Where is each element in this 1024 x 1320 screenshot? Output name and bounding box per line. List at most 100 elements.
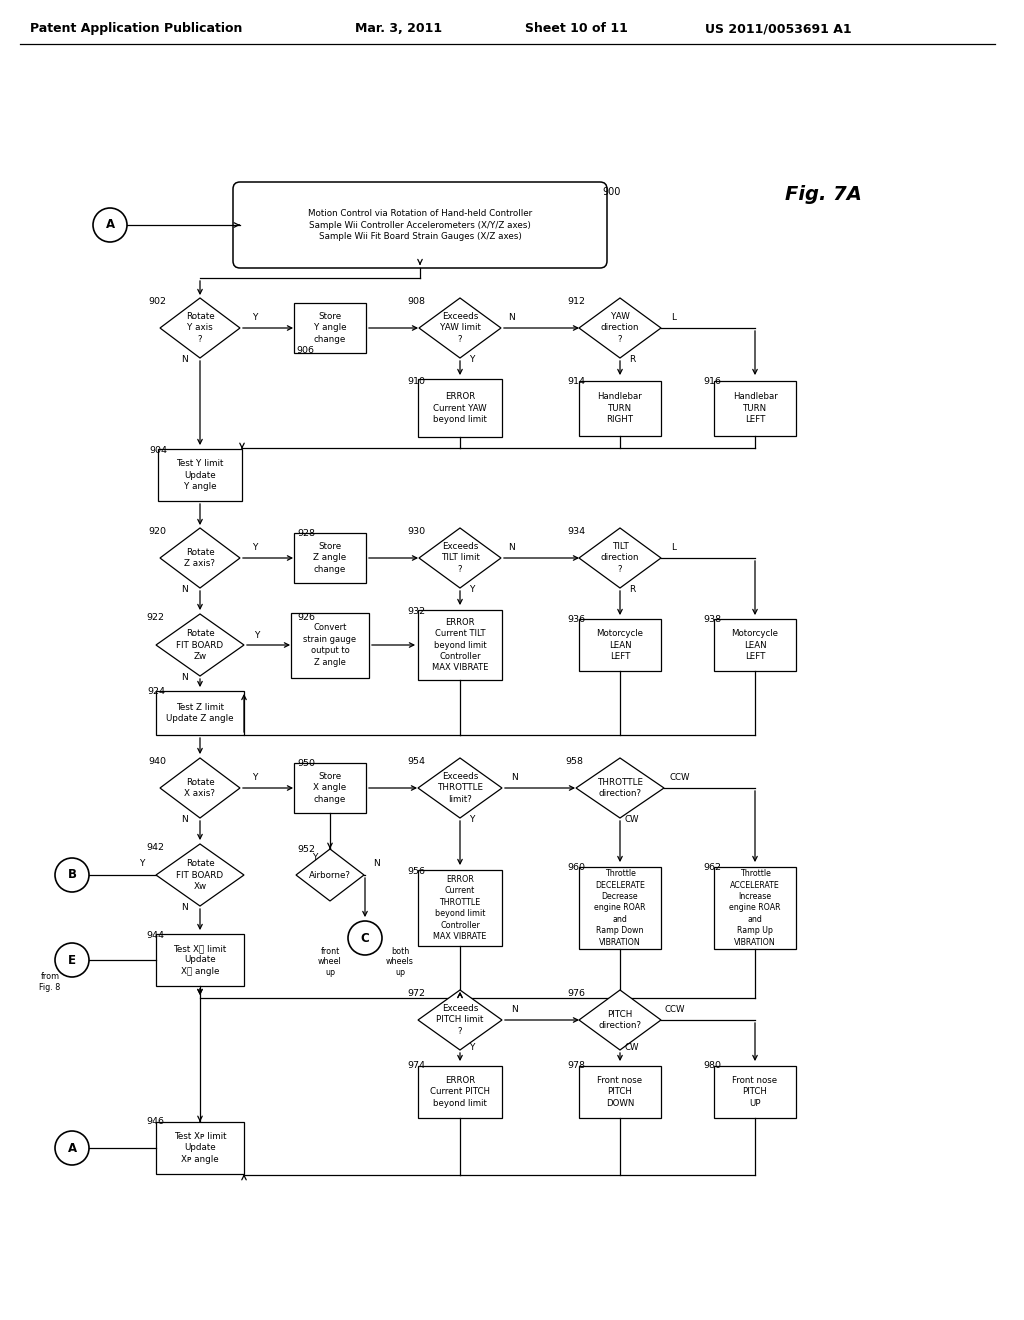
- Text: L: L: [672, 544, 677, 553]
- Text: Handlebar
TURN
RIGHT: Handlebar TURN RIGHT: [598, 392, 642, 424]
- Text: 956: 956: [407, 867, 425, 876]
- FancyBboxPatch shape: [714, 867, 796, 949]
- Polygon shape: [418, 758, 502, 818]
- Text: 958: 958: [565, 758, 583, 767]
- Text: 924: 924: [147, 688, 165, 697]
- Polygon shape: [575, 758, 664, 818]
- Text: N: N: [181, 903, 188, 912]
- Text: Y: Y: [252, 544, 258, 553]
- Text: ERROR
Current
THROTTLE
beyond limit
Controller
MAX VIBRATE: ERROR Current THROTTLE beyond limit Cont…: [433, 875, 486, 941]
- Text: Y: Y: [139, 859, 144, 869]
- FancyBboxPatch shape: [714, 380, 796, 436]
- Text: Exceeds
TILT limit
?: Exceeds TILT limit ?: [440, 543, 479, 574]
- FancyBboxPatch shape: [233, 182, 607, 268]
- Text: 920: 920: [148, 528, 166, 536]
- Text: N: N: [511, 1006, 517, 1015]
- Text: CCW: CCW: [670, 774, 690, 783]
- Text: ERROR
Current PITCH
beyond limit: ERROR Current PITCH beyond limit: [430, 1076, 490, 1107]
- Text: THROTTLE
direction?: THROTTLE direction?: [597, 777, 643, 799]
- Text: Y: Y: [469, 355, 475, 364]
- Text: A: A: [68, 1142, 77, 1155]
- Text: Rotate
Y axis
?: Rotate Y axis ?: [185, 313, 214, 343]
- Text: 946: 946: [146, 1118, 164, 1126]
- Text: Store
X angle
change: Store X angle change: [313, 772, 346, 804]
- Polygon shape: [296, 849, 364, 902]
- Text: Y: Y: [252, 774, 258, 783]
- Text: Y: Y: [469, 1044, 475, 1052]
- Text: Rotate
FIT BOARD
Xᴡ: Rotate FIT BOARD Xᴡ: [176, 859, 223, 891]
- Text: ERROR
Current TILT
beyond limit
Controller
MAX VIBRATE: ERROR Current TILT beyond limit Controll…: [432, 618, 488, 672]
- Text: front
wheel
up: front wheel up: [318, 948, 342, 977]
- Text: N: N: [181, 355, 188, 364]
- Text: Throttle
DECELERATE
Decrease
engine ROAR
and
Ramp Down
VIBRATION: Throttle DECELERATE Decrease engine ROAR…: [594, 869, 646, 946]
- Polygon shape: [579, 298, 662, 358]
- Text: 916: 916: [703, 378, 721, 387]
- FancyBboxPatch shape: [714, 1067, 796, 1118]
- Text: Patent Application Publication: Patent Application Publication: [30, 22, 243, 36]
- Text: 952: 952: [297, 846, 315, 854]
- Text: YAW
direction
?: YAW direction ?: [601, 313, 639, 343]
- Text: N: N: [373, 859, 379, 869]
- Text: N: N: [509, 314, 515, 322]
- Text: E: E: [68, 953, 76, 966]
- Text: Exceeds
YAW limit
?: Exceeds YAW limit ?: [439, 313, 480, 343]
- FancyBboxPatch shape: [579, 380, 662, 436]
- Text: Handlebar
TURN
LEFT: Handlebar TURN LEFT: [732, 392, 777, 424]
- FancyBboxPatch shape: [294, 304, 366, 352]
- Text: 976: 976: [567, 989, 585, 998]
- Text: 938: 938: [702, 615, 721, 624]
- Text: 932: 932: [407, 607, 425, 616]
- Text: Y: Y: [469, 586, 475, 594]
- Text: 962: 962: [703, 863, 721, 873]
- Text: Y: Y: [254, 631, 260, 639]
- Text: N: N: [181, 816, 188, 825]
- Text: B: B: [68, 869, 77, 882]
- Text: 900: 900: [603, 187, 622, 197]
- Text: 960: 960: [567, 863, 585, 873]
- Text: 934: 934: [567, 528, 585, 536]
- Text: 914: 914: [567, 378, 585, 387]
- Text: L: L: [672, 314, 677, 322]
- Text: 922: 922: [146, 614, 164, 623]
- Text: CCW: CCW: [665, 1006, 685, 1015]
- Text: Exceeds
PITCH limit
?: Exceeds PITCH limit ?: [436, 1005, 483, 1036]
- Text: 940: 940: [148, 758, 166, 767]
- Text: 912: 912: [567, 297, 585, 306]
- Polygon shape: [156, 843, 244, 906]
- Polygon shape: [579, 528, 662, 587]
- Text: Y: Y: [312, 854, 317, 862]
- Text: Motorcycle
LEAN
LEFT: Motorcycle LEAN LEFT: [597, 630, 643, 661]
- Polygon shape: [160, 758, 240, 818]
- Text: Sheet 10 of 11: Sheet 10 of 11: [525, 22, 628, 36]
- Text: Store
Z angle
change: Store Z angle change: [313, 543, 346, 574]
- Text: 950: 950: [297, 759, 315, 768]
- Text: A: A: [105, 219, 115, 231]
- Polygon shape: [160, 528, 240, 587]
- FancyBboxPatch shape: [714, 619, 796, 671]
- Text: N: N: [509, 544, 515, 553]
- Text: Front nose
PITCH
DOWN: Front nose PITCH DOWN: [597, 1076, 643, 1107]
- Text: 904: 904: [150, 446, 167, 454]
- FancyBboxPatch shape: [418, 1067, 502, 1118]
- Text: Convert
strain gauge
output to
Z angle: Convert strain gauge output to Z angle: [303, 623, 356, 667]
- Polygon shape: [418, 990, 502, 1049]
- FancyBboxPatch shape: [579, 867, 662, 949]
- Text: Y: Y: [252, 314, 258, 322]
- Text: Front nose
PITCH
UP: Front nose PITCH UP: [732, 1076, 777, 1107]
- Text: 942: 942: [146, 842, 164, 851]
- FancyBboxPatch shape: [156, 935, 244, 986]
- Text: CW: CW: [625, 816, 639, 825]
- Text: Airborne?: Airborne?: [309, 870, 351, 879]
- Text: Y: Y: [469, 816, 475, 825]
- Text: 944: 944: [146, 932, 164, 940]
- Text: 926: 926: [297, 614, 315, 623]
- Text: 936: 936: [567, 615, 585, 624]
- Polygon shape: [419, 298, 501, 358]
- FancyBboxPatch shape: [158, 449, 242, 502]
- Text: Rotate
FIT BOARD
Zᴡ: Rotate FIT BOARD Zᴡ: [176, 630, 223, 660]
- Text: Motorcycle
LEAN
LEFT: Motorcycle LEAN LEFT: [731, 630, 778, 661]
- FancyBboxPatch shape: [291, 612, 369, 677]
- Text: 980: 980: [703, 1060, 721, 1069]
- Text: N: N: [181, 586, 188, 594]
- FancyBboxPatch shape: [418, 379, 502, 437]
